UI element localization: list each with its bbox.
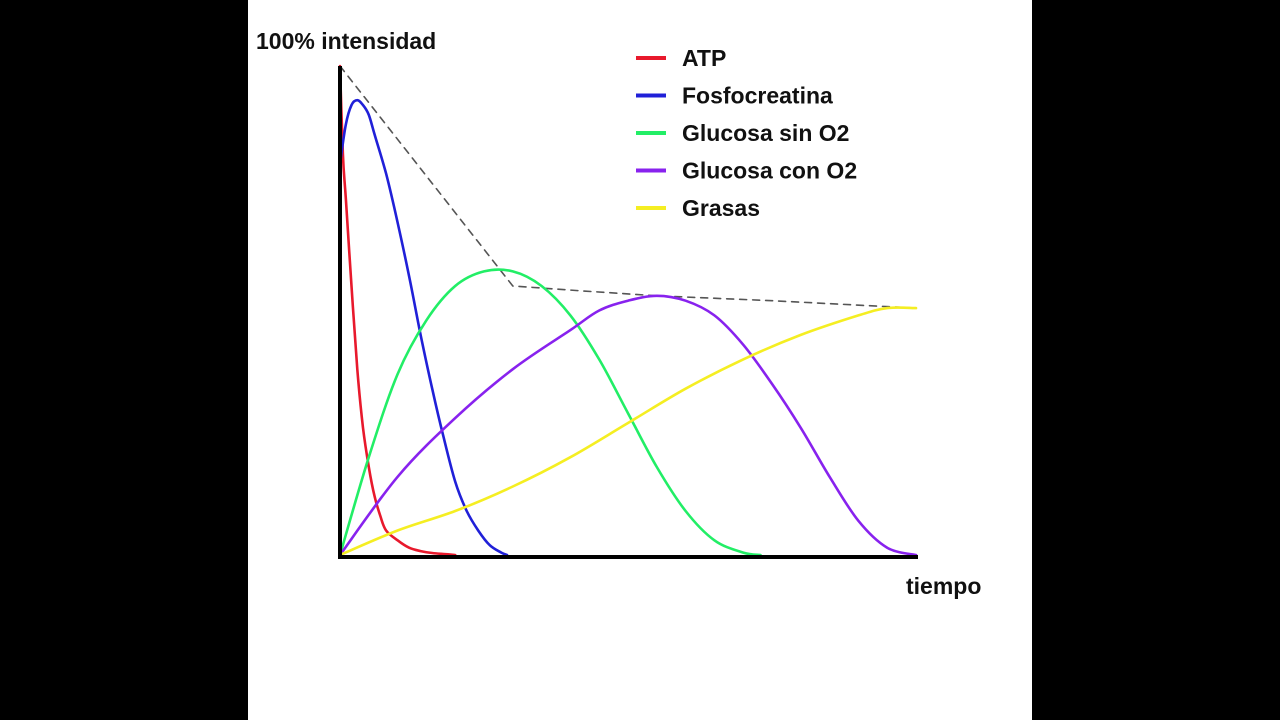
legend-label-grasas: Grasas bbox=[682, 195, 760, 221]
legend-item-glucosa-sin-o2: Glucosa sin O2 bbox=[636, 120, 849, 146]
series-line-atp bbox=[338, 64, 457, 557]
legend-item-glucosa-con-o2: Glucosa con O2 bbox=[636, 158, 857, 184]
legend-label-glucosa-con-o2: Glucosa con O2 bbox=[682, 158, 857, 184]
legend-label-fosfocreatina: Fosfocreatina bbox=[682, 83, 833, 109]
legend-label-glucosa-sin-o2: Glucosa sin O2 bbox=[682, 120, 849, 146]
series-layer bbox=[338, 64, 918, 557]
chart-frame: 100% intensidad tiempo ATP Fosfocreatina G… bbox=[248, 0, 1032, 720]
series-line-fosfocreatina bbox=[338, 98, 509, 557]
series-line-grasas bbox=[338, 306, 918, 557]
series-line-glucosa-con-o2 bbox=[338, 294, 918, 557]
series-line-glucosa-sin-o2 bbox=[338, 268, 762, 557]
legend-label-atp: ATP bbox=[682, 45, 726, 71]
legend-item-grasas: Grasas bbox=[636, 195, 760, 221]
legend-item-atp: ATP bbox=[636, 45, 726, 71]
legend: ATP Fosfocreatina Glucosa sin O2 Glucosa co… bbox=[636, 45, 857, 221]
x-axis-title: tiempo bbox=[906, 573, 981, 599]
legend-item-fosfocreatina: Fosfocreatina bbox=[636, 83, 833, 109]
line-chart: 100% intensidad tiempo ATP Fosfocreatina G… bbox=[256, 28, 981, 599]
y-axis-title: 100% intensidad bbox=[256, 28, 436, 54]
envelope-dashed-line bbox=[339, 65, 917, 309]
